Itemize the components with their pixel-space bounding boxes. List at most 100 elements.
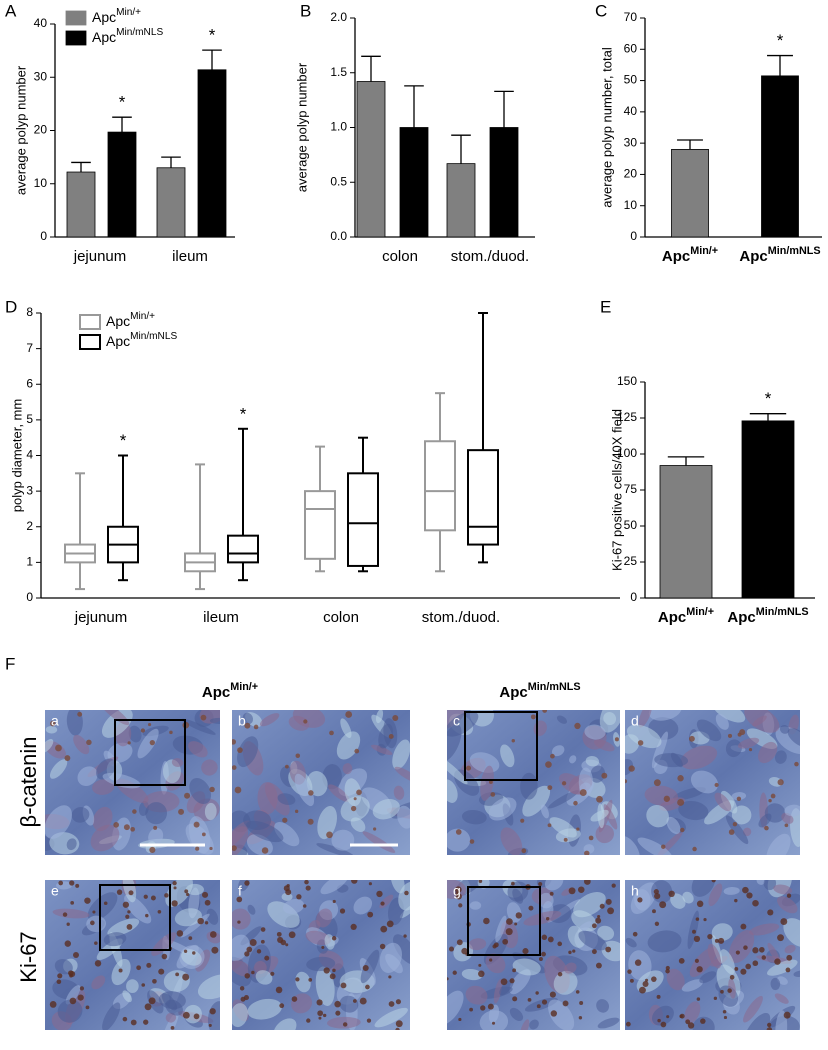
tissue-texture (328, 784, 350, 802)
tissue-texture (596, 999, 610, 1013)
stain-dot (294, 809, 299, 814)
tissue-texture (294, 773, 315, 807)
annotation: * (209, 26, 216, 45)
tissue-texture (488, 797, 517, 821)
legend-label: ApcMin/mNLS (106, 331, 177, 349)
stain-dot (596, 795, 603, 803)
y-tick-label: 0.5 (330, 174, 347, 188)
tissue-texture (529, 1019, 539, 1030)
tissue-texture (584, 724, 606, 740)
tissue-texture (708, 883, 723, 907)
stain-dot (285, 889, 292, 896)
tissue-texture (784, 804, 800, 817)
stain-dot (455, 893, 462, 900)
tissue-texture (461, 968, 483, 981)
tissue-texture (107, 918, 140, 937)
stain-dot (687, 1022, 695, 1029)
annotation: * (240, 404, 247, 423)
stain-dot (170, 1025, 175, 1030)
stain-dot (253, 724, 259, 730)
tissue-texture (767, 959, 798, 976)
stain-dot (692, 846, 697, 852)
tissue-texture (638, 710, 652, 728)
stain-dot (204, 899, 211, 906)
y-tick-label: 40 (624, 104, 638, 118)
panel-label: A (5, 1, 17, 20)
tissue-texture (274, 822, 300, 847)
tissue-texture (770, 977, 781, 991)
y-tick-label: 2.0 (330, 10, 347, 24)
stain-dot (380, 925, 388, 933)
stain-dot (727, 988, 732, 993)
stain-dot (339, 908, 346, 914)
stain-dot (373, 827, 377, 831)
y-tick-label: 4 (26, 448, 33, 462)
stain-dot (511, 739, 515, 743)
stain-dot (568, 950, 572, 955)
stain-dot (458, 1017, 462, 1022)
stain-dot (317, 1010, 324, 1017)
stain-dot (232, 739, 237, 745)
stain-dot (403, 934, 407, 938)
stain-dot (321, 945, 325, 949)
stain-dot (291, 996, 298, 1002)
y-tick-label: 125 (617, 410, 637, 424)
panel-label: D (5, 297, 17, 316)
tissue-texture (520, 1019, 530, 1030)
stain-dot (483, 917, 490, 925)
tissue-texture (257, 782, 278, 815)
stain-dot (728, 829, 735, 835)
micrograph (625, 880, 800, 1030)
stain-dot (742, 886, 749, 894)
tissue-texture (692, 1016, 715, 1030)
annotation: * (120, 431, 127, 450)
box (347, 472, 379, 567)
tissue-texture (673, 787, 706, 801)
y-axis-label: polyp diameter, mm (9, 399, 24, 512)
tissue-texture (599, 710, 620, 733)
tissue-texture (509, 969, 531, 995)
tissue-texture (45, 836, 55, 851)
tissue-texture (353, 896, 373, 915)
stain-dot (740, 923, 747, 930)
tissue-texture (122, 880, 137, 903)
stain-dot (557, 941, 563, 947)
tissue-texture (209, 717, 220, 724)
stain-dot (234, 786, 242, 794)
stain-dot (302, 904, 307, 908)
image-label: g (453, 883, 461, 899)
stain-dot (356, 789, 362, 796)
stain-dot (335, 1010, 341, 1016)
tissue-texture (137, 728, 159, 759)
stain-dot (126, 924, 133, 930)
stain-dot (511, 881, 515, 886)
stain-dot (627, 969, 632, 974)
stain-dot (521, 848, 527, 854)
stain-dot (723, 1015, 728, 1020)
panel-label: F (5, 654, 15, 673)
tissue-texture (564, 962, 577, 974)
stain-dot (197, 917, 204, 925)
image-label: d (631, 713, 639, 729)
stain-dot (774, 958, 781, 965)
stain-dot (243, 995, 249, 1001)
tissue-texture (378, 723, 393, 749)
stain-dot (345, 711, 353, 718)
stain-dot (629, 978, 634, 983)
tissue-texture (237, 736, 259, 768)
stain-dot (679, 1014, 683, 1019)
tissue-texture (90, 824, 120, 852)
micrograph (232, 880, 410, 1030)
panel-label: B (300, 1, 311, 20)
stain-dot (84, 897, 91, 904)
stain-dot (350, 923, 357, 931)
stain-dot (767, 909, 774, 916)
tissue-texture (793, 970, 800, 977)
stain-dot (208, 1023, 212, 1027)
stain-dot (50, 720, 56, 727)
stain-dot (116, 889, 123, 895)
stain-dot (542, 710, 548, 713)
stain-dot (75, 883, 80, 888)
micrograph (232, 710, 410, 855)
stain-dot (637, 740, 644, 746)
